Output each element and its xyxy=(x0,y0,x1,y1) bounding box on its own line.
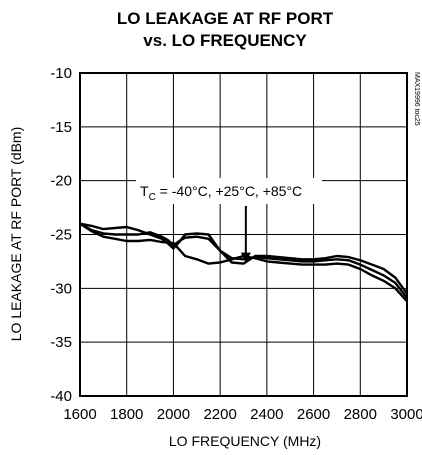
side-label: MAX19996 toc25 xyxy=(413,72,420,126)
y-tick-label: -40 xyxy=(50,388,72,405)
x-tick-label: 2200 xyxy=(203,406,236,423)
series-line-1 xyxy=(79,222,408,295)
y-tick-label: -25 xyxy=(50,227,72,244)
series-lines xyxy=(79,222,408,303)
y-tick-label: -15 xyxy=(50,119,72,136)
x-tick-label: 2800 xyxy=(344,406,377,423)
chart-subtitle: vs. LO FREQUENCY xyxy=(143,31,307,50)
y-tick-label: -35 xyxy=(50,334,72,351)
y-axis-label: LO LEAKAGE AT RF PORT (dBm) xyxy=(8,127,24,341)
series-line-3 xyxy=(79,222,408,303)
y-tick-label: -30 xyxy=(50,280,72,297)
x-tick-label: 2600 xyxy=(297,406,330,423)
annotation-arrow-head xyxy=(240,252,251,263)
svg-text:TC = -40°C, +25°C, +85°C: TC = -40°C, +25°C, +85°C xyxy=(140,183,302,203)
x-tick-label: 1600 xyxy=(63,406,96,423)
y-tick-label: -10 xyxy=(50,65,72,82)
y-tick-label: -20 xyxy=(50,173,72,190)
x-tick-label: 2000 xyxy=(157,406,190,423)
temperature-annotation: TC = -40°C, +25°C, +85°C xyxy=(136,178,322,263)
chart-title: LO LEAKAGE AT RF PORT xyxy=(117,9,334,28)
annotation-sub: C xyxy=(149,192,156,203)
x-tick-labels: 1600 1800 2000 2200 2400 2600 2800 3000 xyxy=(63,406,422,423)
plot-frame xyxy=(79,72,408,397)
x-tick-label: 3000 xyxy=(390,406,422,423)
annotation-t: T xyxy=(140,183,149,199)
y-tick-labels: -10 -15 -20 -25 -30 -35 -40 xyxy=(50,65,72,405)
x-axis-label: LO FREQUENCY (MHz) xyxy=(169,433,321,449)
x-tick-label: 2400 xyxy=(250,406,283,423)
x-tick-label: 1800 xyxy=(110,406,143,423)
annotation-rest: = -40°C, +25°C, +85°C xyxy=(156,183,302,199)
